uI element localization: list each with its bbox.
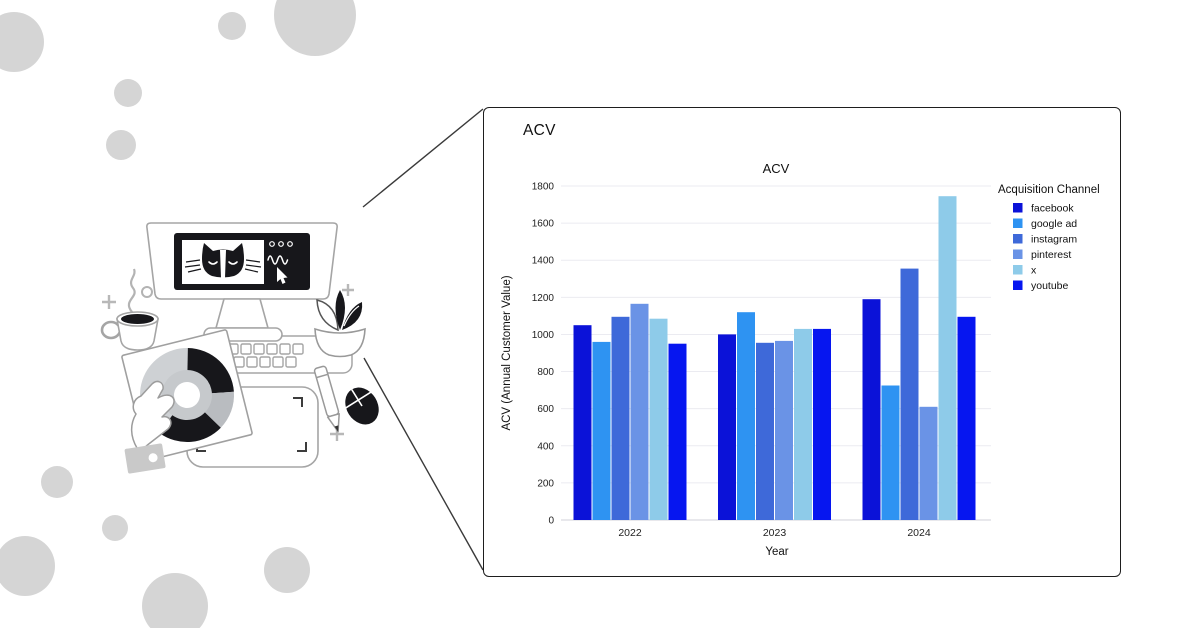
y-tick-label: 1000 bbox=[532, 330, 555, 341]
plus-icon bbox=[102, 295, 116, 309]
bar-youtube-2024 bbox=[957, 316, 976, 520]
legend-title: Acquisition Channel bbox=[998, 184, 1100, 196]
dot-icon bbox=[269, 241, 275, 247]
legend-swatch-pinterest bbox=[1013, 249, 1023, 259]
acv-bar-chart: 0 200 400 600 800 1000 1200 1400 1600 1800 2022 202… bbox=[501, 161, 1100, 558]
bar-x-2022 bbox=[649, 318, 668, 520]
legend-label-x: x bbox=[1031, 265, 1037, 277]
decor-circle bbox=[0, 536, 55, 596]
bar-pinterest-2022 bbox=[630, 303, 649, 520]
donut-hole bbox=[174, 382, 200, 408]
mouse-illustration bbox=[344, 387, 379, 425]
y-tick-label: 600 bbox=[537, 404, 554, 415]
dot-icon bbox=[278, 241, 284, 247]
legend-swatch-x bbox=[1013, 265, 1023, 275]
acv-panel: ACV 0 200 400 600 800 1000 1200 1400 1600 1800 202… bbox=[483, 107, 1121, 577]
panel-title: ACV bbox=[523, 122, 556, 139]
y-tick-label: 1200 bbox=[532, 293, 555, 304]
bar-facebook-2024 bbox=[862, 299, 881, 520]
coffee-cup-illustration bbox=[100, 268, 159, 351]
cursor-icon bbox=[277, 267, 288, 284]
steam-icon bbox=[127, 268, 136, 313]
cat-whiskers bbox=[184, 259, 262, 273]
screen-widgets bbox=[267, 241, 293, 284]
bar-instagram-2023 bbox=[756, 342, 774, 520]
plant-illustration bbox=[314, 290, 366, 358]
bar-facebook-2022 bbox=[573, 325, 592, 520]
decor-circle bbox=[41, 466, 73, 498]
sleeve-cuff bbox=[124, 443, 166, 474]
y-tick-label: 1600 bbox=[532, 219, 555, 230]
decor-circle bbox=[0, 12, 44, 72]
decor-circle bbox=[274, 0, 356, 56]
legend-label-youtube: youtube bbox=[1031, 280, 1069, 292]
coffee-surface bbox=[121, 314, 154, 324]
bar-google-ad-2024 bbox=[881, 385, 900, 520]
bar-pinterest-2023 bbox=[775, 340, 793, 520]
legend-label-google-ad: google ad bbox=[1031, 218, 1077, 230]
y-tick-label: 400 bbox=[537, 441, 554, 452]
y-tick-label: 1400 bbox=[532, 256, 555, 267]
bar-google-ad-2023 bbox=[737, 312, 755, 520]
bar-instagram-2024 bbox=[900, 268, 919, 520]
legend-label-facebook: facebook bbox=[1031, 203, 1074, 215]
donut-chart-illustration bbox=[140, 347, 234, 442]
plus-icons bbox=[102, 284, 354, 441]
y-tick-label: 800 bbox=[537, 367, 554, 378]
y-tick-label: 200 bbox=[537, 478, 554, 489]
squiggle-icon bbox=[267, 255, 289, 265]
y-tick-label: 1800 bbox=[532, 182, 555, 193]
decor-circles bbox=[0, 0, 356, 628]
bar-instagram-2022 bbox=[611, 316, 630, 520]
x-axis-title: Year bbox=[765, 546, 788, 558]
decor-circle bbox=[218, 12, 246, 40]
legend-swatch-instagram bbox=[1013, 234, 1023, 244]
cat-face-illustration bbox=[184, 243, 262, 278]
callout-line-bottom bbox=[363, 357, 484, 571]
bar-pinterest-2024 bbox=[919, 406, 938, 520]
bar-youtube-2023 bbox=[813, 328, 831, 520]
plant-pot bbox=[314, 327, 366, 358]
hand-with-pie-chart-illustration bbox=[121, 329, 253, 474]
bar-x-2024 bbox=[938, 196, 957, 520]
legend-label-instagram: instagram bbox=[1031, 234, 1077, 246]
bar-youtube-2022 bbox=[668, 343, 687, 520]
legend-label-pinterest: pinterest bbox=[1031, 249, 1071, 261]
decor-circle bbox=[102, 515, 128, 541]
dot-icon bbox=[287, 241, 293, 247]
monitor-illustration bbox=[146, 222, 338, 342]
decor-circle bbox=[264, 547, 310, 593]
pencil-illustration bbox=[313, 365, 340, 433]
bar-facebook-2023 bbox=[718, 334, 736, 520]
bar-google-ad-2022 bbox=[592, 341, 611, 520]
hand-illustration bbox=[130, 380, 175, 451]
legend-swatch-google-ad bbox=[1013, 218, 1023, 228]
decor-circle bbox=[106, 130, 136, 160]
decor-circle bbox=[114, 79, 142, 107]
plus-icon bbox=[342, 284, 354, 296]
x-tick-label: 2024 bbox=[907, 527, 931, 539]
x-tick-label: 2023 bbox=[763, 527, 787, 539]
callout-line-top bbox=[362, 108, 484, 208]
y-tick-label: 0 bbox=[548, 516, 554, 527]
x-tick-label: 2022 bbox=[618, 527, 642, 539]
legend-swatch-youtube bbox=[1013, 280, 1023, 290]
decor-circle bbox=[142, 573, 208, 628]
legend-swatch-facebook bbox=[1013, 203, 1023, 213]
chart-title: ACV bbox=[763, 161, 790, 176]
bar-x-2023 bbox=[794, 328, 812, 520]
y-axis-title: ACV (Annual Customer Value) bbox=[501, 275, 513, 430]
